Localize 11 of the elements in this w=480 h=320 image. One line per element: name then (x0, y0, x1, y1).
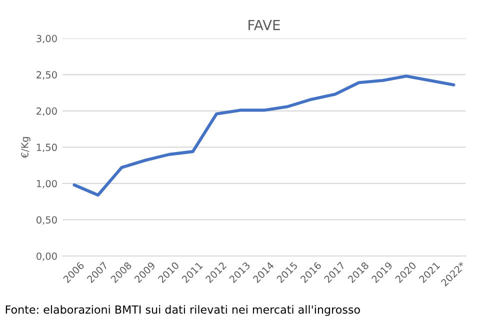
y-tick-label: 1,00 (36, 180, 57, 188)
y-axis-title: €/Kg (21, 137, 30, 158)
source-note: Fonte: elaborazioni BMTI sui dati rilevati nei mercati all'ingrosso (6, 305, 360, 316)
y-tick-label: 0,50 (36, 216, 57, 225)
y-tick-label: 3,00 (36, 34, 57, 44)
y-tick-label: 1,50 (36, 144, 57, 152)
line-series (72, 74, 456, 197)
y-tick-label: 0,00 (36, 252, 57, 261)
chart-title: FAVE (248, 20, 280, 30)
y-tick-label: 2,00 (36, 107, 57, 116)
y-tick-label: 2,50 (36, 71, 57, 80)
